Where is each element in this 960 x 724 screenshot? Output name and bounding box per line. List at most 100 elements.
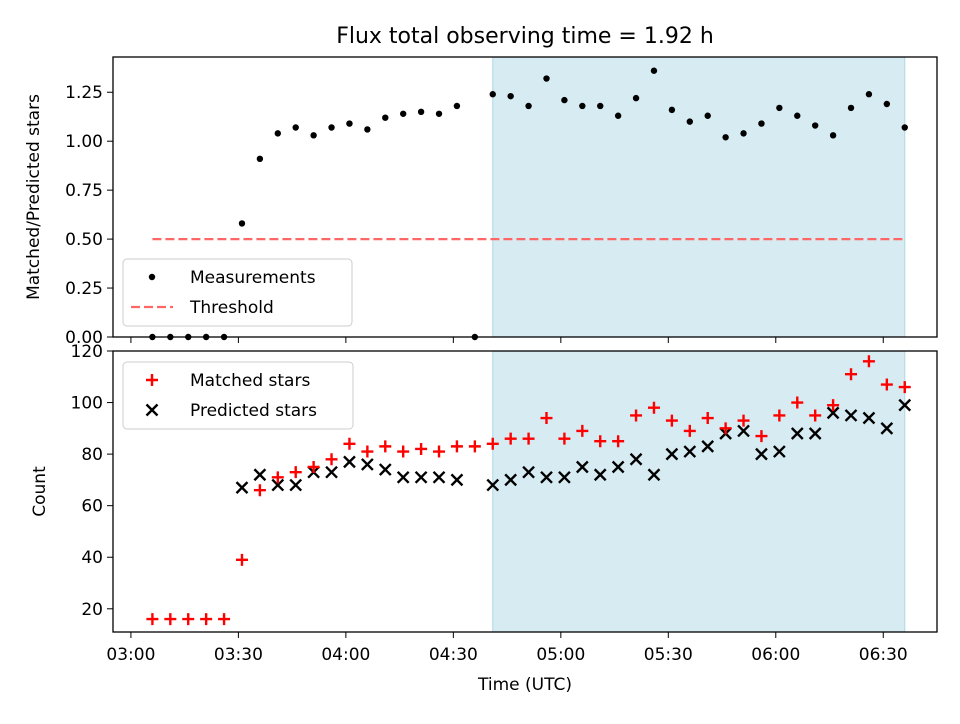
matched-point: [898, 381, 911, 394]
measurement-point: [883, 100, 891, 108]
matched-point: [755, 430, 768, 443]
predicted-point: [665, 447, 679, 461]
predicted-point: [396, 470, 410, 484]
top-panel: 0.00 0.25 0.50 0.75 1.00 1.25 Matched/Predicte…: [24, 56, 938, 348]
legend-matched-marker: [146, 374, 158, 386]
legend-measurements-label: Measurements: [190, 268, 316, 288]
measurement-point: [668, 106, 676, 114]
measurement-point: [614, 112, 622, 119]
matched-point: [325, 453, 338, 466]
bottom-ytick-label: 40: [81, 548, 103, 568]
predicted-point: [701, 440, 715, 453]
top-ytick-label: 1.00: [65, 132, 103, 152]
matched-point: [845, 368, 858, 381]
legend-predicted-marker: [145, 403, 159, 417]
matched-point: [576, 424, 589, 437]
measurement-point: [758, 120, 765, 127]
matched-point: [271, 471, 284, 484]
predicted-point: [826, 406, 840, 420]
predicted-point: [808, 427, 822, 440]
measurement-point: [310, 132, 317, 139]
measurement-point: [292, 124, 299, 131]
predicted-point: [432, 470, 446, 484]
matched-point: [791, 396, 804, 409]
predicted-point: [414, 470, 428, 484]
measurement-point: [579, 102, 586, 110]
predicted-point: [522, 465, 535, 479]
x-tick-label: 06:30: [859, 645, 908, 665]
x-tick-label: 03:00: [106, 645, 155, 665]
matched-point: [450, 440, 463, 453]
predicted-point: [271, 478, 285, 492]
legend-box: [122, 258, 353, 327]
bottom-ytick-label: 100: [71, 394, 103, 414]
legend-threshold-label: Threshold: [189, 298, 274, 318]
matched-point: [701, 412, 714, 425]
predicted-point: [289, 478, 303, 492]
predicted-point: [647, 468, 661, 482]
matched-point: [235, 553, 248, 566]
measurements-series: [149, 67, 908, 341]
x-tick-label: 06:00: [751, 645, 800, 665]
measurement-point: [865, 91, 873, 98]
bottom-ytick-label: 80: [81, 445, 103, 465]
measurement-point: [686, 118, 693, 125]
measurement-point: [561, 96, 568, 104]
matched-point: [737, 414, 750, 427]
matched-point: [289, 466, 302, 479]
top-ytick-label: 1.25: [65, 83, 103, 103]
bottom-ytick-label: 20: [81, 600, 103, 620]
top-ytick-label: 0.00: [65, 328, 103, 348]
measurement-point: [435, 110, 443, 117]
matched-point: [433, 445, 446, 458]
matched-point: [540, 412, 553, 425]
matched-point: [397, 445, 410, 458]
top-ytick-label: 0.50: [65, 230, 103, 250]
x-tick-label: 05:00: [536, 645, 585, 665]
measurement-point: [399, 110, 407, 117]
matched-point: [361, 445, 374, 458]
predicted-point: [378, 463, 392, 476]
predicted-point: [540, 470, 553, 484]
legend-predicted-label: Predicted stars: [190, 401, 317, 421]
x-tick-label: 04:00: [321, 645, 370, 665]
legend-measurements-marker: [148, 273, 156, 281]
predicted-point: [880, 421, 894, 435]
predicted-point: [629, 452, 643, 466]
matched-point: [182, 613, 195, 626]
matched-point: [218, 613, 231, 626]
measurement-point: [704, 112, 711, 119]
predicted-series: [235, 398, 912, 494]
shaded-interval: [492, 350, 906, 633]
measurement-point: [901, 124, 908, 131]
predicted-point: [790, 427, 804, 440]
measurement-point: [776, 104, 783, 112]
matched-point: [468, 440, 481, 453]
predicted-point: [235, 481, 249, 494]
legend-box: [122, 361, 354, 430]
measurement-point: [382, 114, 389, 121]
predicted-point: [898, 398, 912, 412]
predicted-point: [844, 409, 858, 422]
predicted-point: [862, 411, 876, 425]
matched-point: [200, 613, 213, 626]
predicted-point: [773, 445, 786, 458]
x-tick-label: 05:30: [644, 645, 693, 665]
matched-point: [630, 409, 643, 422]
predicted-point: [683, 445, 697, 458]
measurement-point: [525, 102, 532, 110]
measurement-point: [829, 132, 837, 139]
measurement-point: [650, 67, 658, 74]
matched-point: [146, 613, 159, 626]
predicted-point: [450, 473, 464, 487]
predicted-point: [325, 465, 338, 479]
top-ytick-label: 0.25: [65, 279, 103, 299]
matched-point: [880, 378, 893, 391]
measurement-point: [847, 104, 855, 112]
bottom-panel: 20 40 60 80 100 120 03:00 03:30 04:00 04:30 05:00 0…: [30, 342, 938, 695]
measurement-point: [238, 220, 246, 227]
predicted-point: [361, 458, 374, 471]
predicted-point: [253, 468, 267, 482]
measurement-point: [543, 75, 550, 82]
matched-point: [558, 432, 571, 445]
